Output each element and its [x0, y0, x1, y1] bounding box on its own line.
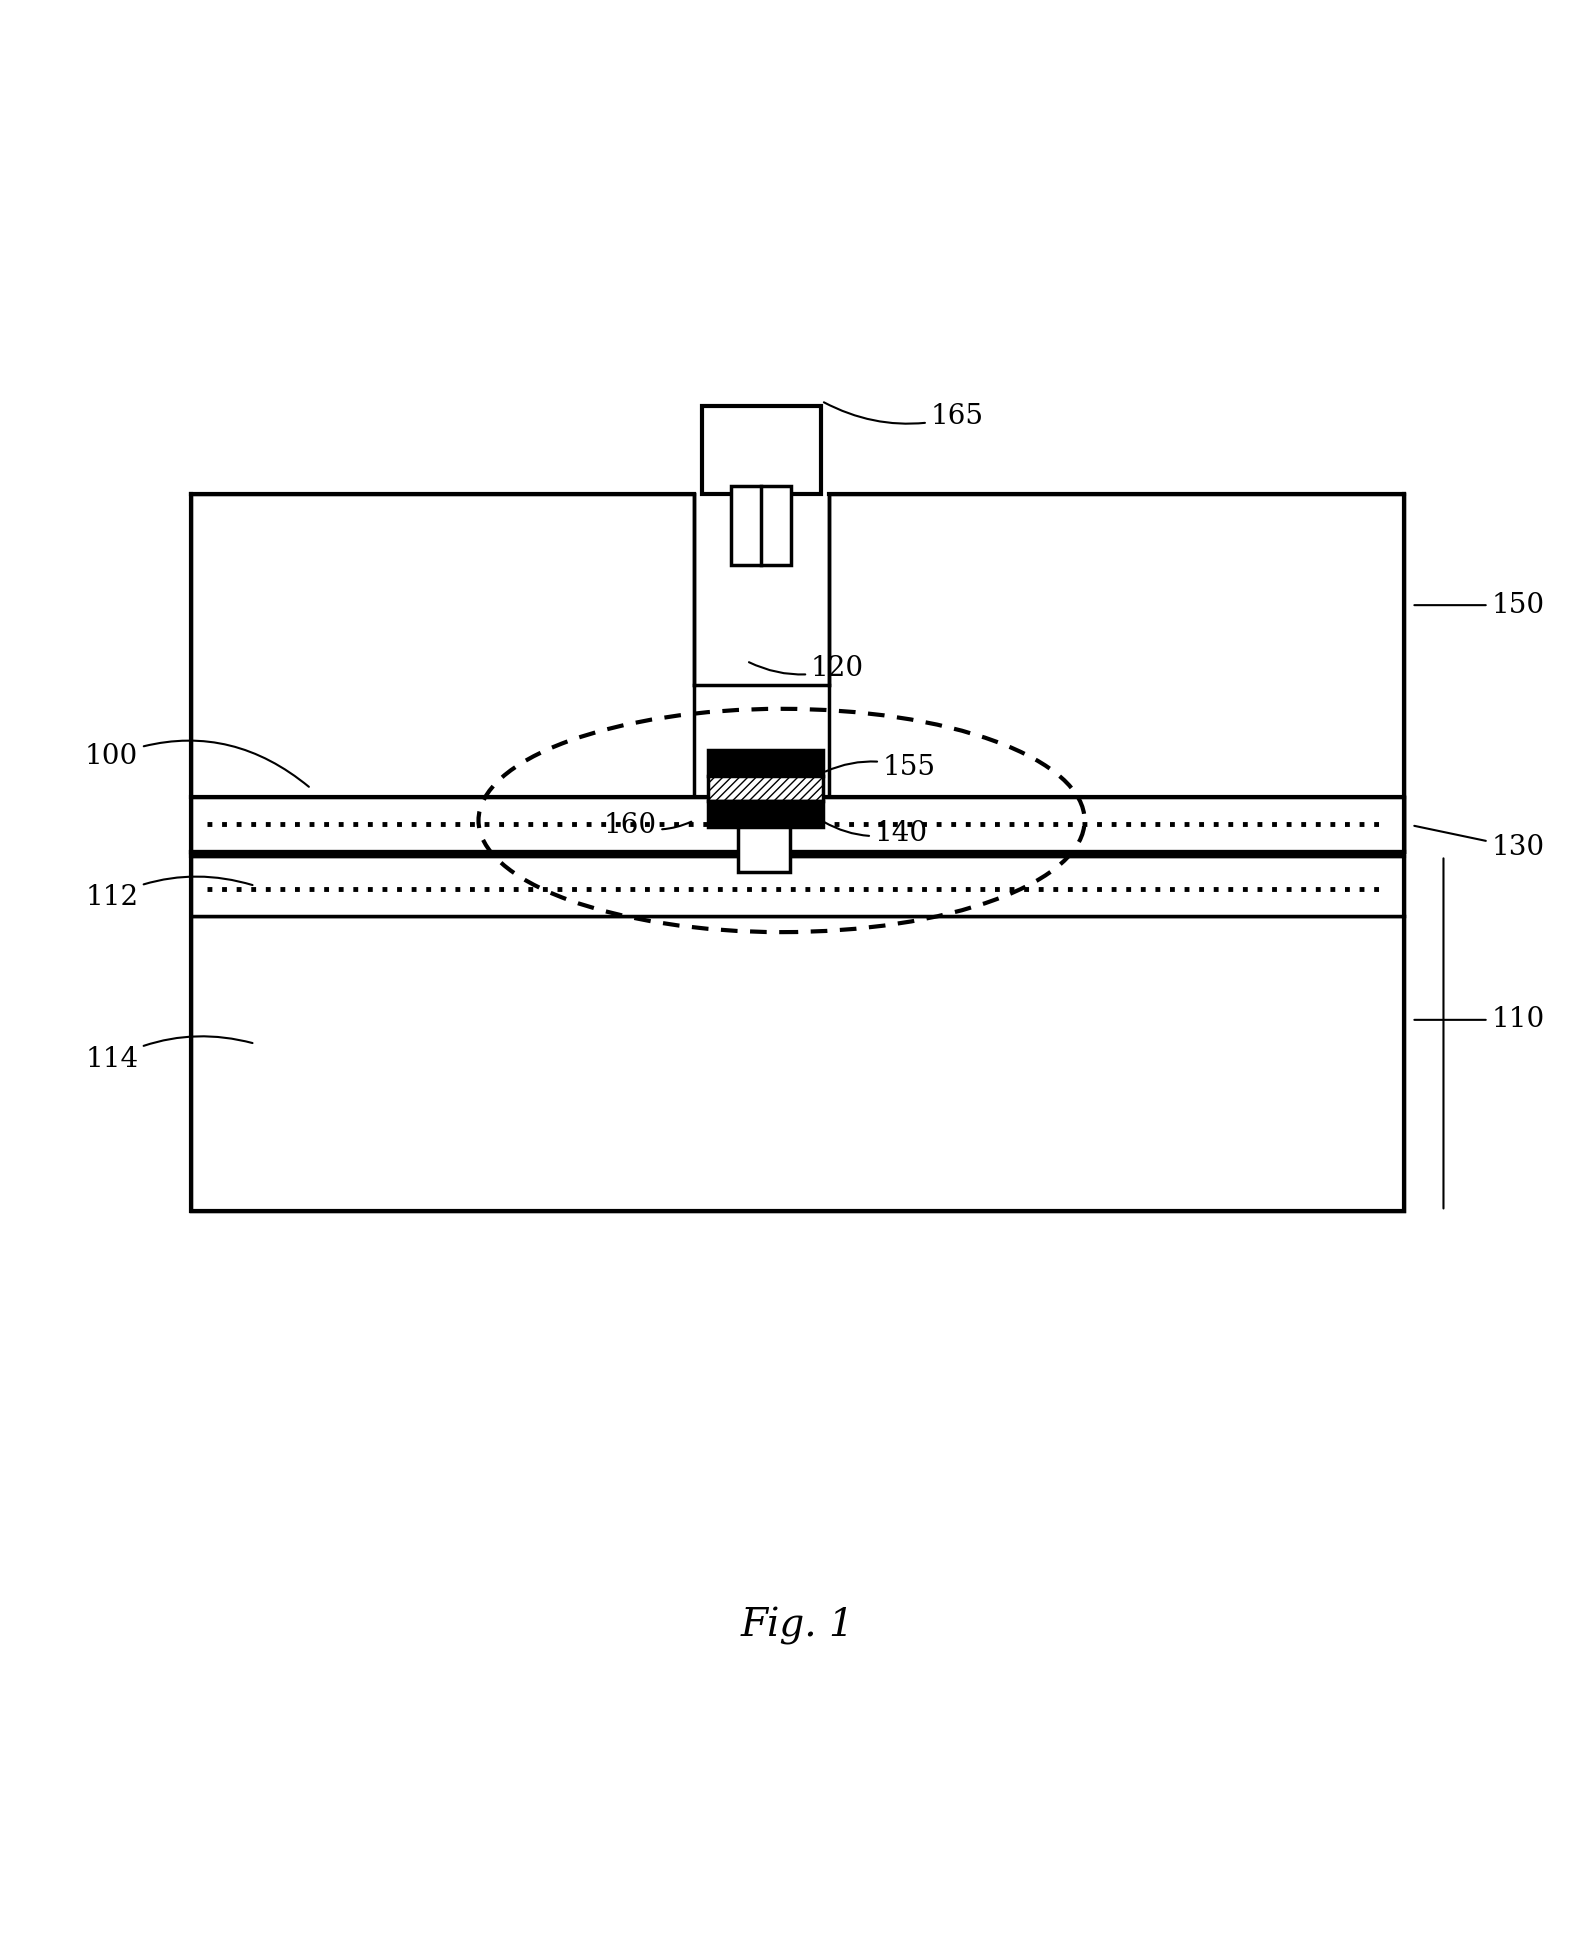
Bar	[191, 855, 1404, 1211]
Text: 100: 100	[85, 741, 309, 787]
Bar	[738, 826, 790, 871]
Bar	[191, 797, 1404, 851]
Text: 114: 114	[85, 1036, 252, 1073]
Bar	[191, 916, 1404, 1211]
Text: Fig. 1: Fig. 1	[740, 1608, 855, 1645]
Bar	[731, 486, 791, 566]
Text: 130: 130	[1415, 826, 1544, 861]
Text: 165: 165	[825, 402, 984, 430]
Bar	[702, 406, 821, 494]
Text: 112: 112	[85, 877, 252, 910]
Text: 155: 155	[826, 754, 936, 781]
Text: 140: 140	[825, 820, 928, 848]
Text: 160: 160	[603, 813, 691, 838]
Text: 150: 150	[1415, 591, 1544, 618]
Text: 120: 120	[750, 655, 864, 682]
Bar	[708, 801, 823, 826]
Bar	[191, 855, 1404, 916]
Bar	[708, 750, 823, 776]
Bar	[708, 776, 823, 801]
Bar	[829, 494, 1404, 851]
Text: 110: 110	[1415, 1007, 1544, 1034]
Bar	[191, 494, 694, 851]
